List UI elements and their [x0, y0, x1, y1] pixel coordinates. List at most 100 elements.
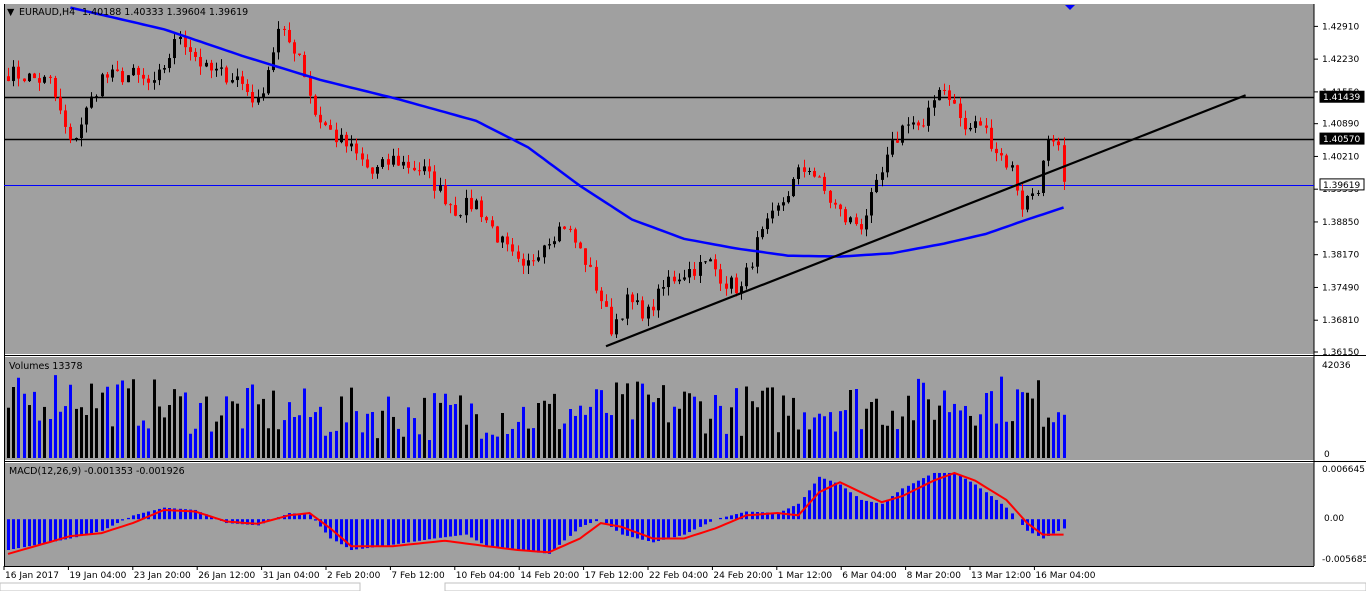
- time-tick-label: 26 Jan 12:00: [198, 571, 255, 581]
- time-tick-label: 6 Mar 04:00: [842, 571, 897, 581]
- scroll-marker-icon[interactable]: [1065, 5, 1075, 10]
- candle: [652, 299, 655, 317]
- candle: [615, 313, 618, 339]
- candle: [683, 269, 686, 282]
- candle: [319, 106, 322, 129]
- candle: [272, 47, 275, 73]
- candle: [64, 104, 67, 134]
- candle: [470, 189, 473, 212]
- candle: [589, 257, 592, 268]
- candle: [693, 261, 696, 280]
- candle: [23, 78, 26, 83]
- ohlc-values: 1.40188 1.40333 1.39604 1.39619: [82, 7, 248, 18]
- price-tick-label: 1.42230: [1322, 55, 1359, 65]
- time-tick-label: 10 Feb 04:00: [456, 571, 515, 581]
- candle: [855, 213, 858, 226]
- candle: [886, 146, 889, 178]
- candle: [844, 206, 847, 225]
- candle: [293, 39, 296, 62]
- candle: [423, 159, 426, 175]
- candle: [657, 284, 660, 318]
- candle: [621, 318, 624, 321]
- candle: [251, 84, 254, 108]
- candle: [80, 117, 83, 147]
- candle: [49, 75, 52, 84]
- candle: [303, 51, 306, 78]
- candle: [782, 197, 785, 211]
- candle: [787, 191, 790, 204]
- candle: [964, 110, 967, 136]
- candle: [116, 60, 119, 72]
- time-tick-label: 22 Feb 04:00: [649, 571, 708, 581]
- candle: [595, 260, 598, 294]
- candle: [33, 72, 36, 79]
- price-tick-label: 1.38850: [1322, 218, 1359, 228]
- candle: [1011, 161, 1014, 172]
- candle: [917, 120, 920, 131]
- candle: [896, 131, 899, 144]
- candle: [813, 167, 816, 178]
- time-tick-label: 16 Mar 04:00: [1035, 571, 1095, 581]
- candle: [714, 254, 717, 277]
- candle: [823, 172, 826, 195]
- candle: [329, 119, 332, 130]
- candle: [719, 263, 722, 292]
- candle: [43, 75, 46, 84]
- candle: [241, 70, 244, 91]
- candle: [475, 198, 478, 210]
- candle: [1052, 135, 1055, 147]
- candle: [12, 60, 15, 87]
- candle: [153, 71, 156, 90]
- candle: [860, 218, 863, 235]
- candle: [647, 304, 650, 327]
- candle: [205, 59, 208, 68]
- price-tick-label: 1.36810: [1322, 316, 1359, 326]
- candle: [397, 147, 400, 166]
- collapse-arrow-icon[interactable]: ▼: [7, 7, 15, 18]
- candle: [163, 65, 166, 74]
- trendline[interactable]: [605, 94, 1247, 348]
- candle: [849, 216, 852, 225]
- candle: [766, 213, 769, 234]
- candle: [231, 73, 234, 84]
- candle: [1005, 153, 1008, 170]
- candle: [402, 155, 405, 170]
- candle: [38, 72, 41, 91]
- candle: [699, 255, 702, 284]
- candle: [314, 94, 317, 117]
- candle: [106, 71, 109, 84]
- candle: [288, 22, 291, 44]
- candle: [605, 294, 608, 307]
- candle: [730, 275, 733, 294]
- candle: [927, 100, 930, 132]
- candle: [496, 225, 499, 243]
- candle: [355, 138, 358, 161]
- candle: [439, 177, 442, 193]
- time-tick-label: 17 Feb 12:00: [585, 571, 644, 581]
- candle: [168, 53, 171, 73]
- candle: [137, 65, 140, 83]
- candle: [194, 48, 197, 62]
- candle: [995, 142, 998, 162]
- candle: [127, 75, 130, 83]
- candle: [392, 148, 395, 167]
- candle: [407, 155, 410, 174]
- candle: [262, 87, 265, 101]
- candle: [517, 245, 520, 263]
- candle: [922, 118, 925, 128]
- candle: [371, 167, 374, 180]
- price-tick-label: 1.40890: [1322, 120, 1359, 130]
- horizontal-scrollbar[interactable]: [0, 582, 361, 591]
- candle: [662, 279, 665, 296]
- candle: [1063, 137, 1066, 190]
- candle: [990, 119, 993, 152]
- price-axis: 1.429101.422301.415501.408901.402101.395…: [1314, 22, 1365, 358]
- status-area: [444, 582, 1366, 591]
- candle: [938, 87, 941, 101]
- candle: [189, 39, 192, 61]
- candle: [480, 196, 483, 222]
- candle: [979, 117, 982, 126]
- time-tick-label: 16 Jan 2017: [5, 571, 59, 581]
- candle: [974, 115, 977, 133]
